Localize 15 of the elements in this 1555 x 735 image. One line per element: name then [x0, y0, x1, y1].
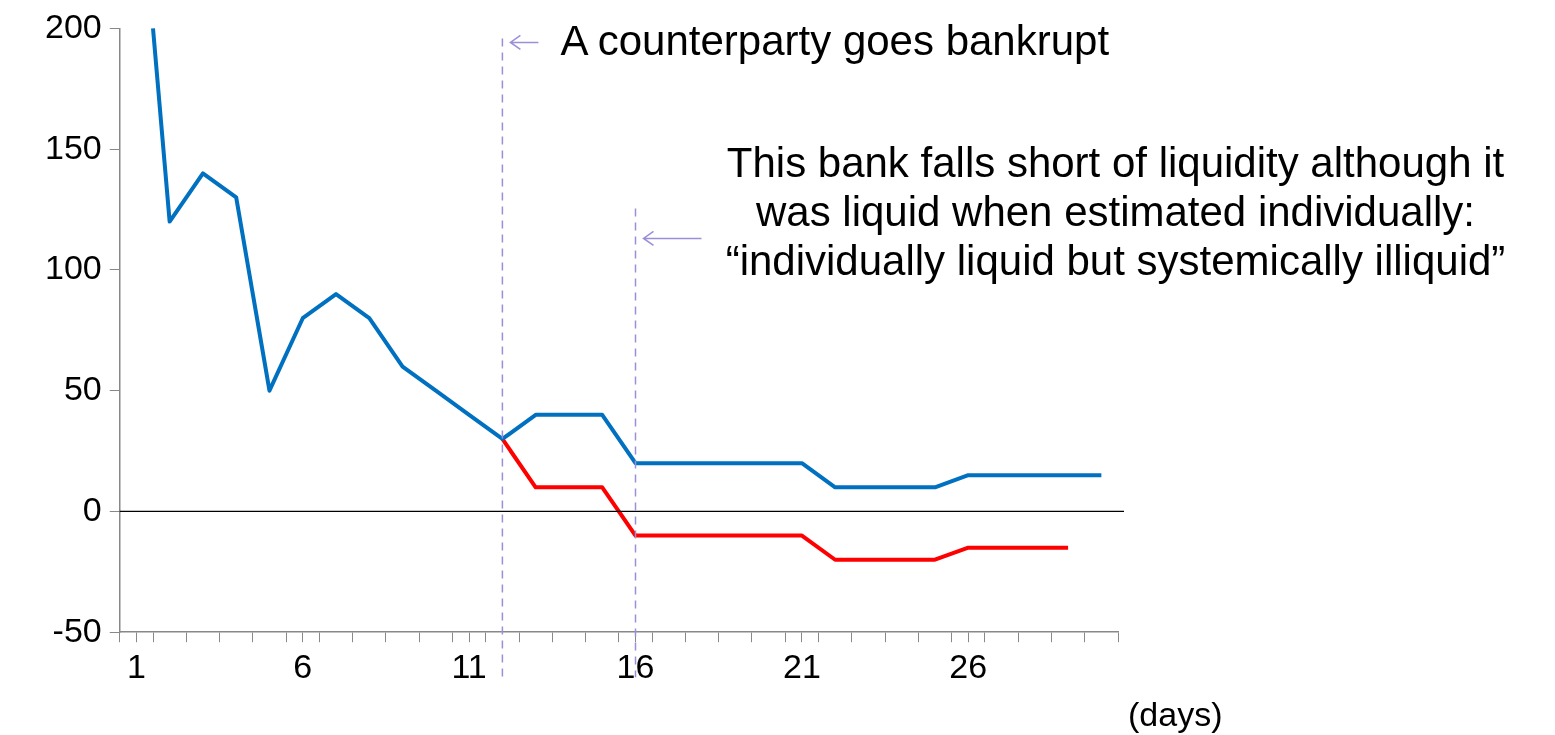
x-tick-label: 26 — [949, 646, 988, 685]
y-tick-label: 200 — [44, 6, 102, 45]
ref-line-label: This bank falls short of liquidity although it was liquid when estimated individually: “individually liquid but systemically illiquid” — [724, 138, 1507, 286]
y-tick-label: 0 — [82, 489, 102, 528]
x-tick-label: 6 — [293, 646, 313, 685]
x-tick-label: 16 — [616, 646, 655, 685]
y-tick-label: -50 — [52, 610, 102, 649]
x-axis-title: (days) — [1128, 694, 1223, 735]
y-tick-label: 100 — [44, 248, 102, 287]
x-tick-label: 21 — [782, 646, 821, 685]
x-tick-label: 1 — [126, 646, 146, 685]
ref-line-label: A counterparty goes bankrupt — [560, 16, 1110, 66]
y-tick-label: 50 — [63, 369, 102, 408]
y-tick-label: 150 — [44, 127, 102, 166]
x-tick-label: 11 — [451, 646, 487, 685]
